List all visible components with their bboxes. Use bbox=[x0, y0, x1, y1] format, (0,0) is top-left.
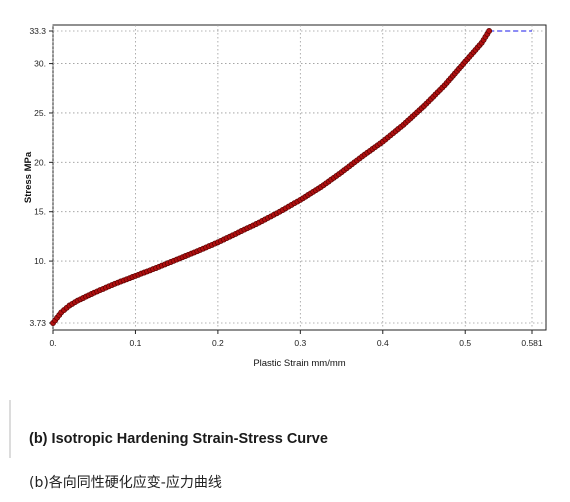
x-tick-label: 0.3 bbox=[294, 338, 306, 348]
caption-subtitle: (b)各向同性硬化应变-应力曲线 bbox=[29, 475, 222, 491]
y-tick-label: 3.73 bbox=[29, 318, 46, 328]
y-axis-label: Stress MPa bbox=[23, 151, 34, 203]
chart-figure: 0. 0.1 0.2 0.3 0.4 0.5 0.581 3.73 10. 15. 20. 25. 30… bbox=[23, 24, 547, 369]
x-tick-label: 0.1 bbox=[130, 338, 142, 348]
y-tick-label: 20. bbox=[34, 157, 46, 167]
caption-title: (b) Isotropic Hardening Strain-Stress Cu… bbox=[29, 431, 328, 447]
x-tick-label: 0.581 bbox=[521, 338, 543, 348]
x-tick-label: 0.5 bbox=[459, 338, 471, 348]
data-point bbox=[486, 28, 493, 34]
caption-divider bbox=[9, 400, 11, 458]
gridlines bbox=[52, 25, 546, 330]
y-tick-label: 25. bbox=[34, 108, 46, 118]
x-tick-label: 0.2 bbox=[212, 338, 224, 348]
x-tick-label: 0.4 bbox=[377, 338, 389, 348]
plot-frame bbox=[52, 24, 547, 331]
x-axis-label: Plastic Strain mm/mm bbox=[253, 358, 345, 369]
x-tick-label: 0. bbox=[49, 338, 56, 348]
y-tick-label: 30. bbox=[34, 59, 46, 69]
data-markers bbox=[50, 28, 493, 326]
y-tick-label: 10. bbox=[34, 256, 46, 266]
y-tick-label: 33.3 bbox=[29, 26, 46, 36]
y-tick-label: 15. bbox=[34, 207, 46, 217]
stress-strain-chart: 0. 0.1 0.2 0.3 0.4 0.5 0.581 3.73 10. 15. 20. 25. 30… bbox=[23, 24, 547, 369]
